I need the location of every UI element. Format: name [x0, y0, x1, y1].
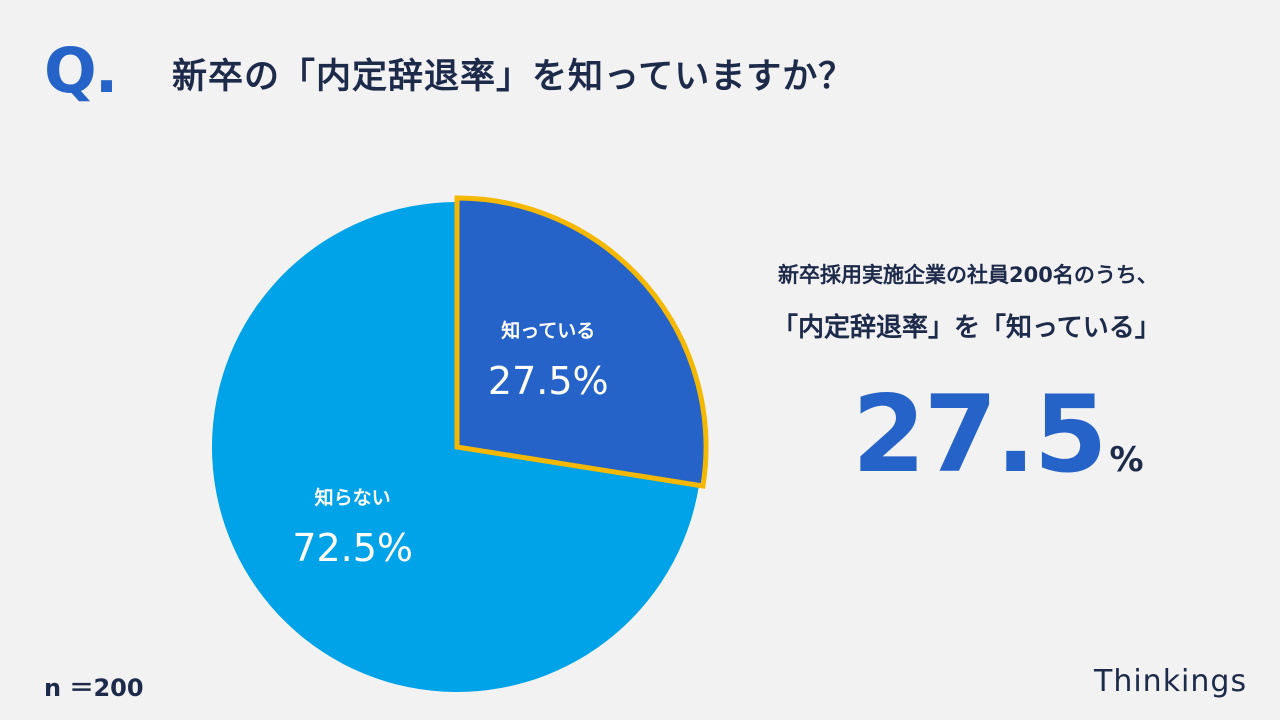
pie-slice-0 — [454, 195, 709, 489]
slice-category-label: 知っている — [501, 319, 595, 342]
question-title: 新卒の「内定辞退率」を知っていますか？ — [172, 57, 855, 97]
stat-number: 27.5 — [852, 373, 1108, 496]
stat-unit: % — [1109, 440, 1144, 480]
stat-subject: 「内定辞退率」を「知っている」 — [772, 313, 1161, 343]
sample-size: n ＝200 — [44, 674, 144, 702]
question-mark-label: Q. — [44, 34, 118, 107]
brand-logo-text: Thinkings — [1094, 664, 1248, 699]
slice-value-label: 27.5% — [488, 359, 609, 403]
slice-category-label: 知らない — [315, 486, 391, 509]
stat-description: 新卒採用実施企業の社員200名のうち、 — [778, 263, 1158, 287]
slice-value-label: 72.5% — [292, 526, 413, 570]
stat-value: 27.5% — [852, 373, 1144, 496]
